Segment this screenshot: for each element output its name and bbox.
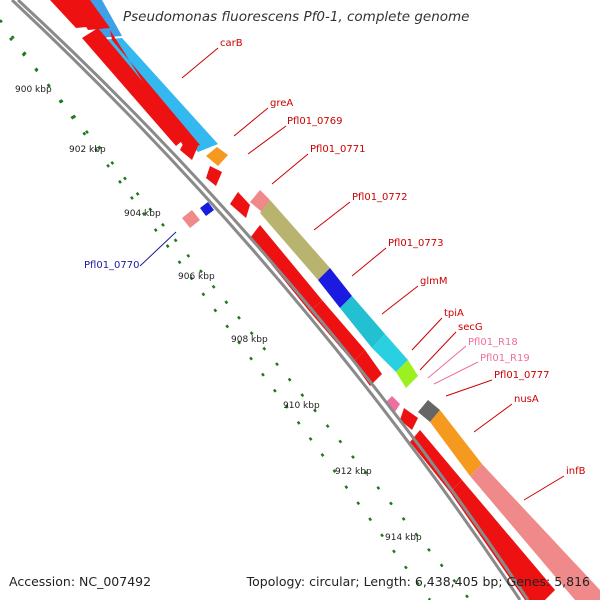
function-ring bbox=[80, 0, 600, 600]
kbp-labels: 900 kbp 902 kbp 904 kbp 906 kbp 908 kbp … bbox=[15, 85, 422, 543]
feature-block bbox=[340, 296, 385, 348]
outer-tick-guide bbox=[0, 19, 432, 600]
feature-pink bbox=[182, 210, 200, 228]
genome-title: Pseudomonas fluorescens Pf0-1, complete … bbox=[123, 9, 470, 25]
gene-label-nusA: nusA bbox=[514, 394, 539, 405]
plus-strand-ring bbox=[70, 0, 250, 218]
gene-label-glmM: glmM bbox=[420, 276, 448, 287]
cds-plus bbox=[70, 0, 110, 30]
cds-plus bbox=[230, 192, 250, 218]
backbone bbox=[10, 0, 530, 600]
label-leaders bbox=[139, 47, 565, 501]
inner-tick-guide bbox=[9, 37, 471, 600]
feature-block bbox=[318, 268, 352, 308]
gene-label-pfl01-0773: Pfl01_0773 bbox=[388, 238, 444, 249]
cds-minus bbox=[410, 430, 462, 492]
gene-label-greA: greA bbox=[270, 98, 293, 109]
kbp-label: 908 kbp bbox=[231, 335, 268, 345]
gene-label-pfl01-0770: Pfl01_0770 bbox=[84, 260, 140, 271]
gene-label-secG: secG bbox=[458, 322, 483, 333]
cds-plus bbox=[206, 166, 222, 186]
kbp-label: 902 kbp bbox=[69, 145, 106, 155]
gene-label-infB: infB bbox=[566, 466, 586, 477]
cds-minus bbox=[180, 138, 198, 160]
cds-minus bbox=[386, 396, 400, 412]
gene-label-pfl01-r18: Pfl01_R18 bbox=[468, 337, 518, 348]
kbp-label: 904 kbp bbox=[124, 209, 161, 219]
cds-minus bbox=[250, 225, 322, 312]
kbp-label: 910 kbp bbox=[283, 401, 320, 411]
cds-minus bbox=[353, 350, 382, 386]
cds-minus bbox=[400, 408, 418, 430]
feature-block bbox=[430, 410, 482, 476]
feature-block bbox=[396, 360, 418, 388]
cds-minus bbox=[450, 480, 555, 600]
minus-strand-ring bbox=[50, 0, 555, 600]
gene-label-pfl01-0769: Pfl01_0769 bbox=[287, 116, 343, 127]
cds-minus bbox=[310, 300, 365, 362]
gene-label-tpiA: tpiA bbox=[444, 308, 464, 319]
gene-label-pfl01-0777: Pfl01_0777 bbox=[494, 370, 550, 381]
gene-label-pfl01-r19: Pfl01_R19 bbox=[480, 353, 530, 364]
feature-block bbox=[206, 147, 228, 166]
feature-block bbox=[260, 200, 330, 280]
kbp-label: 900 kbp bbox=[15, 85, 52, 95]
gene-label-pfl01-0772: Pfl01_0772 bbox=[352, 192, 408, 203]
pfl01-0770-features bbox=[182, 202, 214, 228]
feature-block bbox=[372, 334, 408, 372]
feature-block bbox=[418, 400, 440, 422]
feature-blue bbox=[200, 202, 214, 216]
gene-label-pfl01-0771: Pfl01_0771 bbox=[310, 144, 366, 155]
kbp-label: 912 kbp bbox=[335, 467, 372, 477]
cds-minus bbox=[50, 0, 98, 28]
feature-block bbox=[470, 464, 600, 600]
cds-plus bbox=[110, 30, 200, 150]
accession-text: Accession: NC_007492 bbox=[9, 574, 152, 589]
cds-minus bbox=[82, 28, 188, 146]
gene-label-carB: carB bbox=[220, 38, 243, 49]
gene-labels: carB greA Pfl01_0769 Pfl01_0771 Pfl01_07… bbox=[84, 38, 586, 477]
kbp-label: 906 kbp bbox=[178, 272, 215, 282]
kbp-label: 914 kbp bbox=[385, 533, 422, 543]
topology-text: Topology: circular; Length: 6,438,405 bp… bbox=[246, 574, 590, 589]
